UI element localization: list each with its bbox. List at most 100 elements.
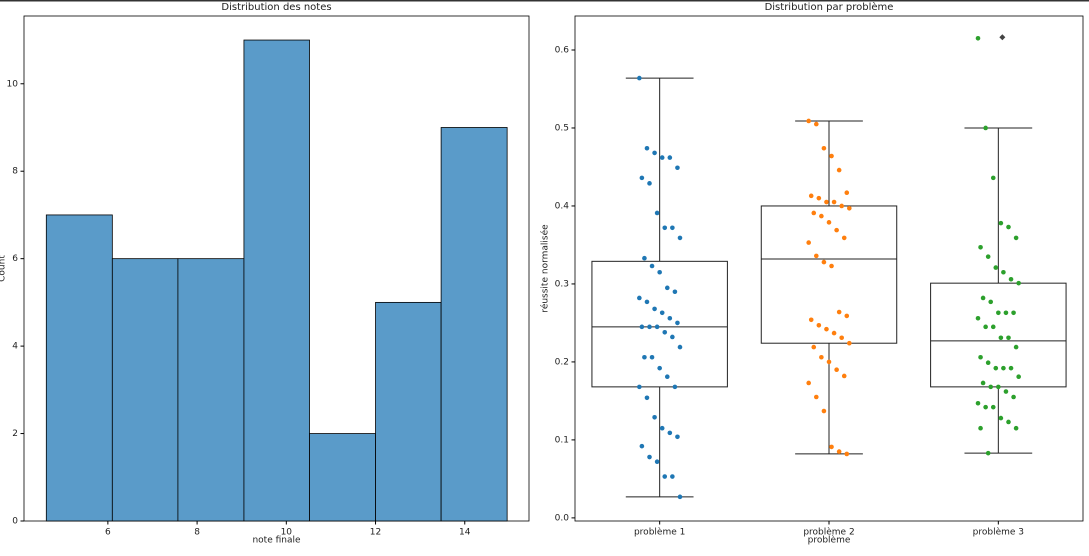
strip-point: [988, 299, 994, 305]
strip-point: [978, 354, 983, 360]
strip-point: [978, 244, 983, 250]
strip-point: [667, 155, 673, 160]
strip-point: [829, 444, 834, 450]
x-tick-label: 8: [194, 528, 200, 538]
strip-point: [649, 263, 655, 269]
chart-title: Distribution par problème: [765, 1, 894, 13]
flier: [999, 34, 1006, 41]
strip-point: [839, 335, 844, 341]
x-tick-label: problème 1: [634, 527, 685, 538]
strip-point: [847, 340, 852, 346]
y-tick-label: 0.4: [555, 201, 570, 211]
strip-point: [677, 235, 683, 241]
strip-point: [834, 367, 839, 373]
histogram-bar: [309, 433, 376, 522]
histogram-bar: [243, 39, 310, 522]
strip-point: [644, 145, 650, 151]
strip-point: [990, 175, 996, 181]
strip-point: [819, 354, 824, 360]
strip-point: [672, 289, 678, 295]
histogram-bar: [177, 258, 245, 522]
strip-point: [647, 454, 652, 460]
strip-point: [998, 220, 1004, 226]
strip-point: [670, 474, 675, 479]
strip-point: [644, 299, 650, 305]
strip-point: [637, 75, 642, 81]
strip-point: [1001, 365, 1006, 371]
strip-point: [816, 322, 822, 328]
strip-point: [826, 359, 832, 365]
strip-point: [637, 384, 642, 390]
strip-point: [649, 354, 655, 360]
strip-point: [677, 344, 683, 350]
strip-point: [675, 434, 680, 440]
strip-point: [821, 259, 827, 265]
strip-point: [806, 118, 811, 124]
strip-point: [1003, 389, 1009, 394]
chart-title: Distribution des notes: [221, 2, 331, 13]
strip-point: [808, 193, 814, 199]
y-axis-label: réussite normalisée: [540, 224, 551, 313]
strip-point: [675, 320, 680, 326]
strip-point: [1016, 374, 1021, 380]
strip-point: [659, 155, 665, 160]
y-tick-label: 0.6: [555, 45, 570, 55]
strip-point: [670, 334, 675, 340]
strip-point: [659, 425, 665, 431]
strip-point: [647, 324, 652, 330]
strip-point: [642, 255, 647, 261]
strip-point: [1013, 344, 1019, 350]
strip-point: [831, 199, 837, 205]
strip-point: [662, 329, 668, 335]
strip-point: [664, 374, 670, 380]
strip-point: [993, 365, 999, 371]
x-axis-label: note finale: [252, 536, 301, 546]
strip-point: [675, 165, 680, 171]
strip-point: [637, 295, 642, 301]
strip-point: [670, 225, 675, 231]
strip-point: [667, 430, 673, 436]
strip-point: [980, 295, 986, 301]
strip-point: [975, 400, 981, 406]
strip-point: [814, 121, 819, 127]
strip-point: [841, 235, 847, 241]
strip-point: [652, 306, 657, 312]
x-tick-label: 6: [105, 528, 111, 538]
strip-point: [980, 380, 986, 386]
y-tick-label: 8: [12, 167, 18, 177]
strip-point: [811, 344, 817, 350]
strip-point: [1006, 335, 1011, 341]
strip-point: [993, 265, 999, 270]
strip-point: [998, 335, 1004, 341]
strip-point: [1001, 269, 1006, 275]
strip-point: [983, 125, 988, 131]
strip-point: [1003, 310, 1009, 316]
strip-point: [831, 330, 837, 336]
strip-point: [836, 449, 842, 454]
strip-point: [667, 315, 673, 321]
strip-point: [639, 443, 645, 449]
strip-point: [844, 451, 850, 457]
strip-point: [1016, 280, 1021, 286]
strip-point: [975, 36, 981, 41]
strip-point: [844, 190, 850, 196]
strip-point: [998, 415, 1004, 421]
strip-point: [983, 324, 988, 330]
strip-point: [639, 175, 645, 181]
y-tick-label: 6: [12, 254, 18, 264]
strip-point: [662, 474, 668, 479]
histogram-bar: [45, 214, 113, 522]
strip-point: [1011, 310, 1016, 316]
y-tick-label: 2: [12, 429, 18, 439]
strip-point: [983, 404, 988, 410]
box: [760, 205, 898, 344]
strip-point: [806, 380, 811, 386]
strip-point: [826, 220, 832, 225]
strip-point: [990, 324, 996, 330]
strip-point: [808, 317, 814, 323]
strip-point: [824, 199, 829, 205]
x-tick-label: problème 3: [973, 527, 1024, 538]
y-tick-label: 0.0: [555, 513, 570, 523]
strip-point: [814, 394, 819, 400]
